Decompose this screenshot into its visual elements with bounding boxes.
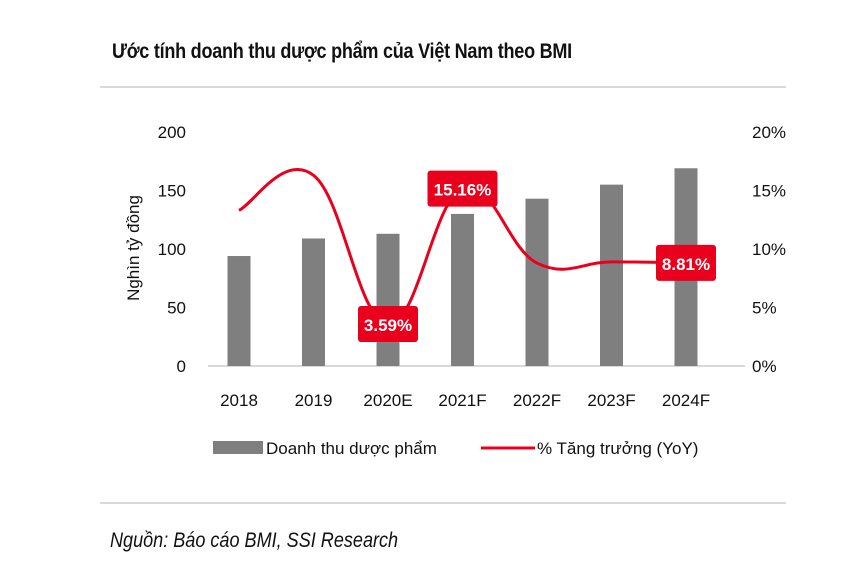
y-axis-left: 0 50 100 150 200 [158, 123, 186, 376]
top-divider [100, 86, 786, 88]
bottom-divider [100, 502, 786, 504]
y-tick-label: 100 [158, 240, 186, 259]
legend-bar-label: Doanh thu dược phẩm [266, 439, 437, 458]
y-axis-right: 0% 5% 10% 15% 20% [752, 123, 786, 376]
data-label-box [656, 244, 716, 281]
y2-tick-label: 20% [752, 123, 786, 142]
data-label: 8.81% [662, 255, 710, 274]
y-tick-label: 150 [158, 182, 186, 201]
x-tick-label: 2018 [220, 391, 258, 410]
source-note: Nguồn: Báo cáo BMI, SSI Research [110, 529, 399, 552]
x-tick-label: 2020E [363, 391, 412, 410]
bar [600, 184, 623, 366]
y2-tick-label: 0% [752, 357, 777, 376]
data-label-box [427, 170, 498, 207]
y-tick-label: 200 [158, 123, 186, 142]
y-axis-label: Nghìn tỷ đồng [124, 195, 143, 301]
x-tick-label: 2019 [295, 391, 333, 410]
x-tick-label: 2023F [587, 391, 635, 410]
data-labels: 3.59% 15.16% 8.81% [358, 170, 716, 342]
x-axis: 2018 2019 2020E 2021F 2022F 2023F 2024F [220, 391, 710, 410]
y-tick-label: 50 [167, 299, 186, 318]
y2-tick-label: 10% [752, 240, 786, 259]
legend-line-label: % Tăng trưởng (YoY) [537, 439, 698, 458]
y2-tick-label: 5% [752, 299, 777, 318]
x-tick-label: 2021F [438, 391, 486, 410]
bar [227, 256, 251, 366]
growth-line [238, 168, 687, 326]
data-label: 15.16% [434, 181, 492, 200]
data-label-box [358, 305, 418, 342]
data-label: 3.59% [364, 316, 412, 335]
legend: Doanh thu dược phẩm % Tăng trưởng (YoY) [213, 439, 698, 458]
bar [525, 198, 549, 366]
legend-bar-swatch [213, 441, 263, 454]
bar [376, 233, 400, 366]
x-tick-label: 2022F [513, 391, 561, 410]
bar [302, 238, 325, 366]
bar-series [227, 168, 698, 366]
bar [451, 213, 474, 366]
x-tick-label: 2024F [662, 391, 710, 410]
chart-title: Ước tính doanh thu dược phẩm của Việt Na… [112, 40, 572, 63]
y2-tick-label: 15% [752, 182, 786, 201]
y-tick-label: 0 [177, 357, 186, 376]
